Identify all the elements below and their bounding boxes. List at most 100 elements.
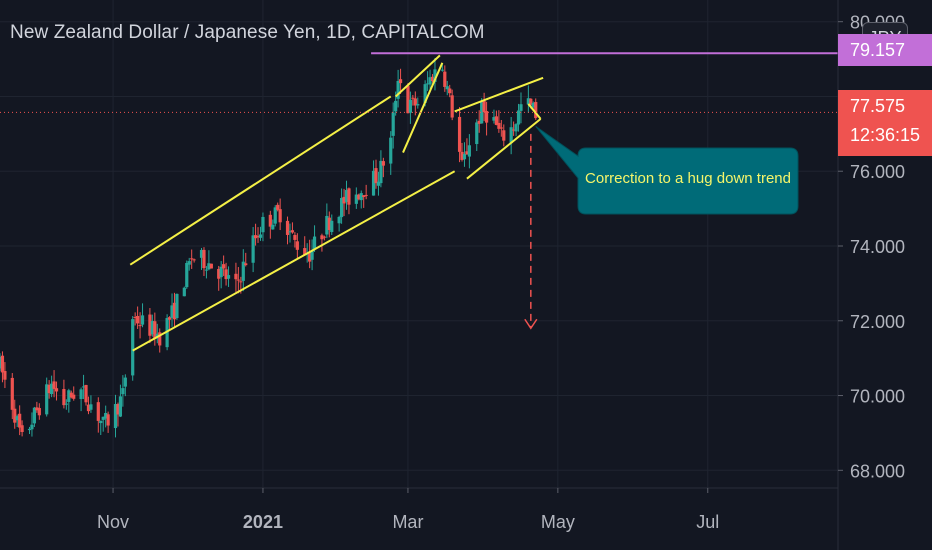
candle-body (64, 403, 68, 405)
candle-body (526, 98, 530, 105)
candle-body (278, 209, 282, 223)
candle-body (101, 416, 105, 420)
candle-body (138, 325, 142, 327)
trendline-channel-upper (129, 95, 392, 266)
candle-body (443, 71, 447, 87)
candle-body (150, 320, 154, 335)
candle-body (529, 98, 533, 105)
resistance-price-label: 79.157 (838, 34, 932, 66)
candle-body (268, 214, 272, 227)
candle-body (104, 413, 108, 419)
candle-body (244, 263, 248, 266)
candle-body (440, 69, 444, 71)
candle-body (217, 268, 221, 279)
candle-body (379, 160, 383, 184)
candle-body (512, 129, 516, 131)
candle-body (158, 332, 162, 346)
candle-body (396, 80, 400, 99)
candle-body (477, 120, 481, 124)
x-tick-label: 2021 (243, 512, 283, 532)
candle-body (381, 161, 385, 166)
candle-body (342, 196, 346, 204)
candle-body (116, 404, 120, 415)
candle-body (106, 414, 110, 426)
candle-body (121, 388, 125, 395)
candle-body (50, 383, 54, 395)
candle-body (172, 302, 177, 320)
candle-body (79, 389, 83, 400)
trendline-spike-lower (402, 62, 444, 153)
candle-body (54, 388, 59, 392)
candle-body (290, 230, 295, 233)
candle-body (258, 234, 263, 238)
candle-body (175, 293, 179, 319)
candle-body (185, 263, 189, 288)
candle-body (450, 95, 454, 118)
candle-body (236, 279, 240, 281)
candle-body (207, 263, 211, 270)
candle-body (219, 266, 223, 278)
candle-body (182, 287, 186, 297)
candle-body (534, 101, 538, 119)
candle-body (337, 216, 341, 224)
candle-body (96, 402, 100, 421)
candle-body (371, 170, 376, 196)
candle-body (123, 377, 127, 387)
current-price-label: 77.575 12:36:15 (838, 90, 932, 156)
candle-body (480, 102, 484, 124)
candle-body (457, 116, 462, 152)
candle-body (224, 269, 228, 280)
candle-body (394, 100, 398, 112)
candle-body (153, 321, 157, 339)
candle-body (69, 392, 73, 398)
candle-body (460, 151, 464, 160)
projection-arrowhead (524, 318, 538, 330)
candle-body (308, 251, 312, 262)
candle-body (167, 317, 172, 320)
candle-body (148, 314, 152, 336)
candle-body (482, 100, 486, 113)
candle-body (310, 250, 314, 260)
candle-body (465, 151, 469, 155)
candle-body (276, 204, 280, 210)
candle-body (273, 207, 277, 224)
candle-body (86, 404, 91, 412)
candle-body (347, 188, 351, 205)
y-tick-label: 72.000 (850, 312, 905, 332)
candle-body (271, 224, 275, 230)
candle-body (199, 249, 204, 258)
candle-body (320, 235, 324, 240)
candle-body (531, 102, 535, 108)
candle-body (448, 88, 452, 94)
candle-body (374, 168, 378, 184)
candle-body (325, 215, 329, 235)
candle-body (226, 275, 231, 279)
candle-body (433, 69, 437, 82)
y-tick-label: 68.000 (850, 461, 905, 481)
candle-body (0, 356, 2, 369)
candle-body (406, 85, 410, 114)
candle-body (330, 220, 334, 233)
candle-body (354, 194, 358, 204)
candle-body (357, 194, 361, 200)
candle-body (67, 390, 71, 402)
candle-body (202, 249, 206, 269)
drawings (0, 52, 838, 352)
trendline-wedge-lower (466, 118, 542, 180)
candle-body (359, 193, 363, 201)
candle-body (389, 137, 393, 164)
candle-body (253, 235, 258, 239)
x-tick-label: Jul (696, 512, 719, 532)
callout-shape (535, 125, 799, 215)
candle-body (391, 112, 395, 136)
candle-body (413, 98, 417, 106)
candle-body (187, 261, 191, 265)
candle-body (0, 355, 5, 373)
candle-body (170, 305, 174, 318)
candle-body (426, 83, 430, 85)
annotation-text: Correction to a hug down trend (585, 170, 791, 187)
candle-body (52, 381, 56, 389)
candle-body (362, 195, 366, 197)
